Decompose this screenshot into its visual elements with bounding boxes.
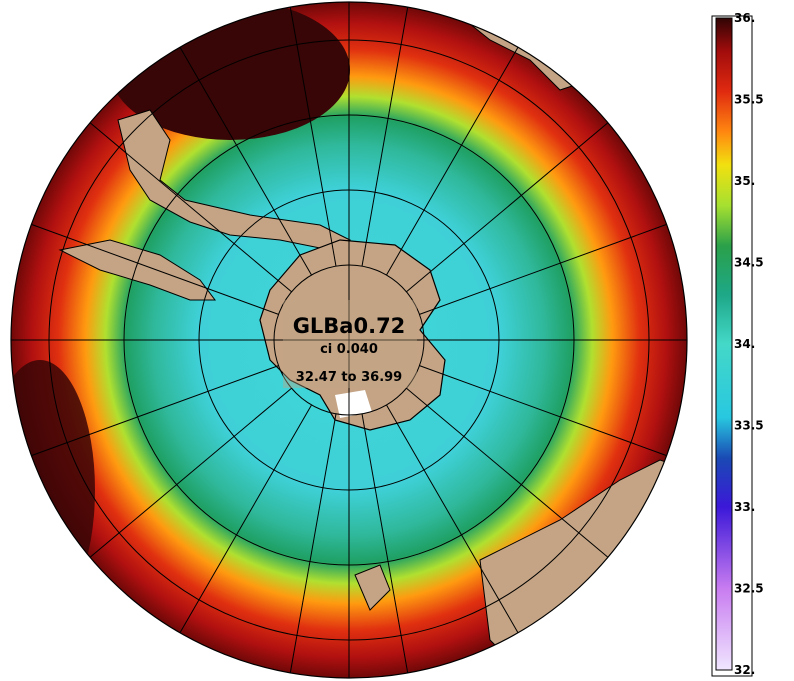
land-peninsula <box>58 239 216 301</box>
meridian-line <box>386 47 519 276</box>
meridian-line <box>361 7 409 267</box>
map-title: GLBa0.72 <box>293 314 406 338</box>
colorbar-tick-label: 34.5 <box>734 256 764 270</box>
no-data-region <box>335 390 372 418</box>
meridian-line <box>289 7 337 267</box>
meridian-line <box>361 413 409 673</box>
colorbar: 36. 35.5 35. 34.5 34. 33.5 33. 32.5 32. <box>711 11 764 677</box>
colorbar-ticks: 36. 35.5 35. 34.5 34. 33.5 33. 32.5 32. <box>734 11 764 677</box>
colorbar-tick-label: 33.5 <box>734 419 764 433</box>
meridian-line <box>89 122 292 293</box>
meridian-line <box>179 47 312 276</box>
colorbar-frame <box>711 15 753 677</box>
colorbar-tick-label: 32. <box>734 663 755 677</box>
meridian-line <box>406 122 609 293</box>
colorbar-tick-label: 35. <box>734 174 755 188</box>
colorbar-gradient <box>715 17 733 671</box>
land-antarctica <box>259 239 446 431</box>
colorbar-tick-label: 36. <box>734 11 755 25</box>
salinity-map: GLBa0.72 ci 0.040 32.47 to 36.99 <box>10 1 688 679</box>
meridian-line <box>419 223 667 315</box>
value-range-label: 32.47 to 36.99 <box>296 370 402 385</box>
map-border <box>10 1 688 679</box>
meridian-line <box>419 365 667 457</box>
meridian-line <box>289 413 337 673</box>
colorbar-tick-label: 32.5 <box>734 582 764 596</box>
meridian-line <box>31 365 279 457</box>
meridian-line <box>406 387 609 558</box>
colorbar-tick-label: 34. <box>734 337 755 351</box>
land-new-zealand <box>354 564 391 611</box>
meridian-line <box>89 387 292 558</box>
contour-interval-label: ci 0.040 <box>320 342 378 357</box>
meridian-line <box>179 404 312 633</box>
meridian-line <box>386 404 519 633</box>
colorbar-tick-label: 33. <box>734 500 755 514</box>
label-backdrop <box>283 300 417 388</box>
meridian-lines <box>11 2 687 678</box>
meridian-line <box>31 223 279 315</box>
colorbar-tick-label: 35.5 <box>734 93 764 107</box>
